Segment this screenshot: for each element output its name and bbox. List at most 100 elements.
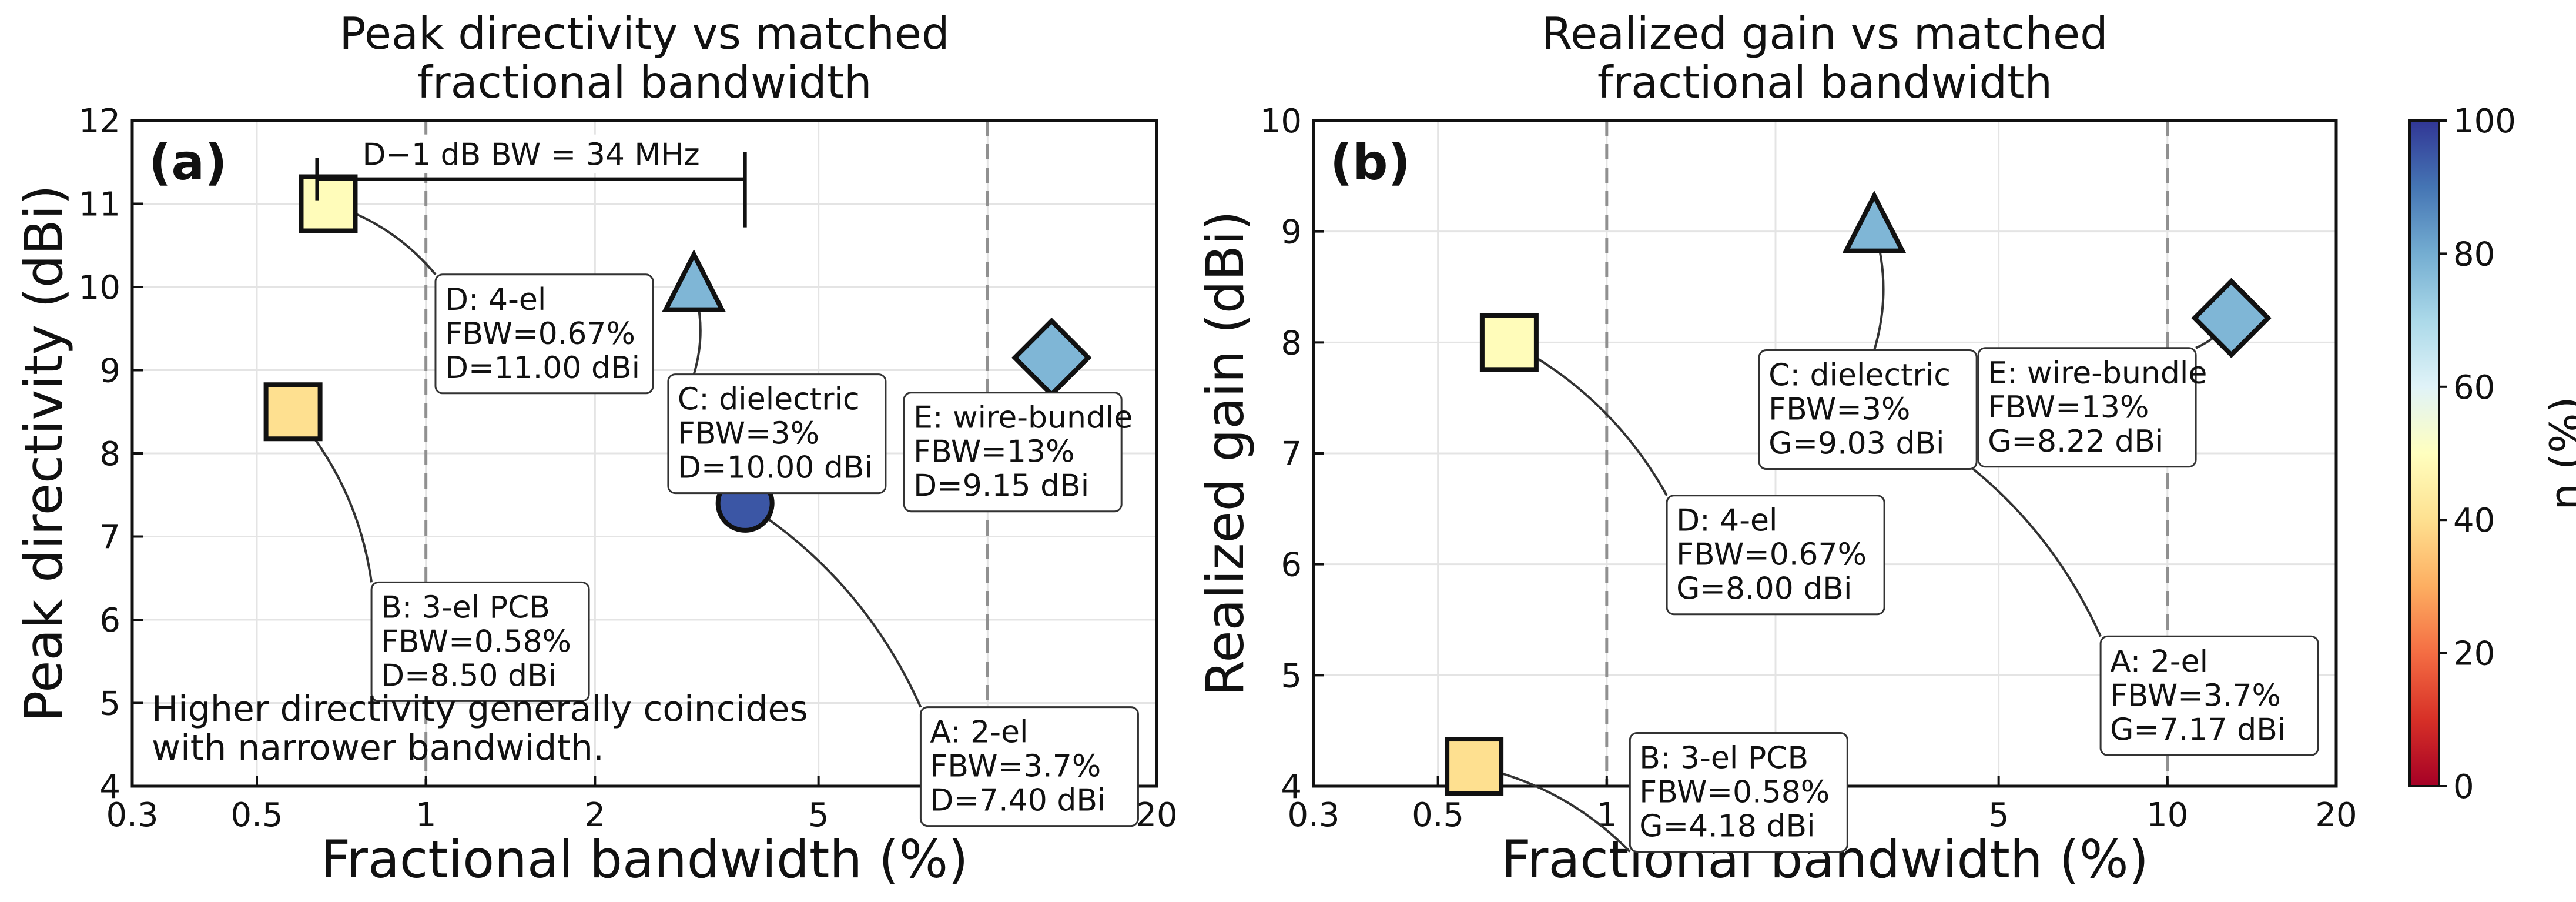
point-label-line: E: wire-bundle xyxy=(913,400,1133,436)
colorbar-tick-label: 0 xyxy=(2453,768,2474,806)
x-tick-label: 10 xyxy=(2146,796,2188,834)
point-label-line: G=8.22 dBi xyxy=(1988,424,2163,459)
point-label-line: D=10.00 dBi xyxy=(678,450,873,486)
point-label-line: FBW=0.58% xyxy=(381,624,571,659)
point-label-line: C: dielectric xyxy=(678,382,860,417)
panel-label: (a) xyxy=(149,133,227,191)
point-label-line: FBW=3% xyxy=(678,416,819,452)
point-label-box xyxy=(903,392,1123,513)
point-label-line: FBW=3% xyxy=(1768,392,1910,427)
point-label-box xyxy=(1758,349,1978,470)
point-label-box xyxy=(1666,495,1885,616)
x-tick-label: 1 xyxy=(1596,796,1617,834)
x-tick-label: 0.3 xyxy=(1287,796,1339,834)
y-tick-label: 12 xyxy=(79,102,120,141)
y-tick-label: 6 xyxy=(99,602,120,640)
point-b xyxy=(263,382,323,442)
panel-b: 0.30.5125102045678910Realized gain vs ma… xyxy=(1195,8,2357,890)
y-tick-label: 5 xyxy=(99,685,120,723)
y-axis-label: Peak directivity (dBi) xyxy=(14,185,74,721)
point-label-line: D: 4-el xyxy=(1676,503,1777,539)
y-axis-label: Realized gain (dBi) xyxy=(1195,211,1255,696)
point-c xyxy=(1842,190,1907,253)
x-tick-label: 20 xyxy=(1135,796,1177,834)
colorbar-scale xyxy=(2408,119,2440,787)
point-label-line: D=8.50 dBi xyxy=(381,658,557,693)
point-label-line: A: 2-el xyxy=(930,715,1028,750)
point-label-line: FBW=3.7% xyxy=(930,749,1101,784)
y-tick-label: 11 xyxy=(79,186,120,224)
point-e xyxy=(2191,278,2272,359)
x-tick-label: 1 xyxy=(416,796,437,834)
y-tick-label: 7 xyxy=(99,519,120,557)
point-label-line: D=9.15 dBi xyxy=(913,469,1089,504)
y-tick-label: 8 xyxy=(1281,324,1302,362)
colorbar-label: η (%) xyxy=(2541,396,2576,510)
point-label-line: FBW=0.67% xyxy=(445,316,635,352)
y-tick-label: 8 xyxy=(99,435,120,473)
point-label-box xyxy=(667,373,887,495)
chart-title-line: Realized gain vs matched xyxy=(1542,8,2108,59)
point-label-box xyxy=(2099,635,2319,756)
panel-label: (b) xyxy=(1330,133,1411,191)
x-tick-label: 5 xyxy=(1988,796,2009,834)
point-label-box xyxy=(434,273,654,395)
bracket-label: D−1 dB BW = 34 MHz xyxy=(362,138,699,173)
point-label-line: G=7.17 dBi xyxy=(2110,712,2286,747)
point-label-line: E: wire-bundle xyxy=(1988,356,2207,391)
point-label-line: B: 3-el PCB xyxy=(381,590,550,625)
x-tick-label: 20 xyxy=(2315,796,2357,834)
bandwidth-bracket: D−1 dB BW = 34 MHz xyxy=(315,134,747,228)
point-label-line: C: dielectric xyxy=(1768,358,1951,393)
colorbar-tick-label: 100 xyxy=(2453,102,2516,141)
point-d xyxy=(299,174,358,233)
y-tick-label: 9 xyxy=(1281,213,1302,252)
point-label-line: FBW=0.58% xyxy=(1639,774,1830,810)
note-line: with narrower bandwidth. xyxy=(152,727,604,769)
y-tick-label: 10 xyxy=(1260,102,1302,141)
x-tick-label: 5 xyxy=(808,796,829,834)
point-label-line: G=9.03 dBi xyxy=(1768,426,1944,462)
point-label-line: D=7.40 dBi xyxy=(930,783,1106,819)
x-tick-label: 0.5 xyxy=(1412,796,1464,834)
point-label-line: FBW=3.7% xyxy=(2110,678,2281,713)
point-label-box xyxy=(1629,731,1848,853)
point-label-line: G=8.00 dBi xyxy=(1676,572,1852,607)
y-tick-label: 9 xyxy=(99,352,120,390)
point-c xyxy=(662,249,726,312)
annotation-connector xyxy=(744,502,922,708)
point-label-line: B: 3-el PCB xyxy=(1639,740,1808,776)
point-label-box xyxy=(370,581,590,702)
colorbar-tick-label: 60 xyxy=(2453,369,2495,407)
y-tick-label: 10 xyxy=(79,269,120,307)
point-label-line: G=4.18 dBi xyxy=(1639,809,1815,844)
point-label-line: D=11.00 dBi xyxy=(445,350,640,386)
y-tick-label: 7 xyxy=(1281,435,1302,473)
point-b xyxy=(1445,737,1504,796)
colorbar: 0 20 40 60 80 100 η (%) xyxy=(2408,102,2576,806)
note-line: Higher directivity generally coincides xyxy=(152,689,808,730)
y-tick-label: 5 xyxy=(1281,657,1302,695)
point-label-line: D: 4-el xyxy=(445,282,546,318)
chart-title-line: fractional bandwidth xyxy=(1597,56,2052,108)
chart-title-line: Peak directivity vs matched xyxy=(339,8,949,59)
colorbar-tick-label: 80 xyxy=(2453,235,2495,273)
y-tick-label: 4 xyxy=(1281,768,1302,806)
point-label-line: FBW=13% xyxy=(1988,390,2149,425)
point-label-line: FBW=0.67% xyxy=(1676,537,1867,573)
chart-title-line: fractional bandwidth xyxy=(417,56,872,108)
point-label-box xyxy=(919,706,1139,827)
x-tick-label: 2 xyxy=(585,796,606,834)
point-label-line: A: 2-el xyxy=(2110,644,2208,679)
point-d xyxy=(1479,313,1539,372)
colorbar-tick-label: 20 xyxy=(2453,635,2495,673)
